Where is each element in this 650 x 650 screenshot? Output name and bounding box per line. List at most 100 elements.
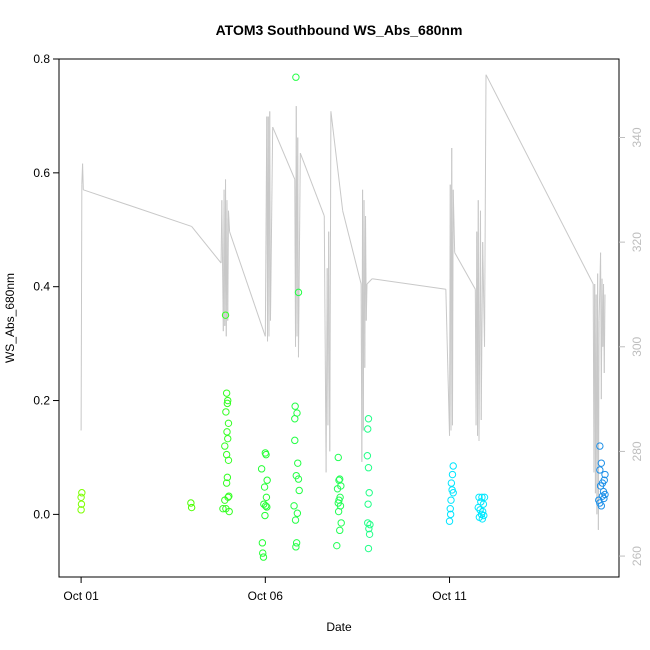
data-point (225, 492, 233, 500)
y-tick-label: 0.0 (33, 507, 50, 521)
data-point (223, 428, 231, 436)
secondary-series-segment (366, 278, 373, 285)
secondary-series-segment (297, 153, 301, 358)
data-point (478, 493, 486, 502)
secondary-series-segment (227, 210, 229, 321)
data-point (292, 73, 300, 81)
secondary-series-segment (365, 283, 368, 321)
y-tick-label: 0.4 (33, 280, 50, 294)
y-axis-right: 260 280 300 320 340 (619, 127, 644, 566)
x-tick-label: Oct 06 (248, 589, 284, 603)
data-point (261, 502, 270, 510)
data-point (294, 288, 303, 297)
data-point (334, 453, 342, 462)
data-point (478, 515, 487, 523)
x-axis-label: Date (326, 620, 352, 634)
data-point (333, 485, 342, 493)
secondary-series-segment (191, 226, 222, 264)
secondary-series-segment (603, 294, 606, 373)
right-y-tick-label: 320 (630, 232, 644, 252)
data-point (449, 489, 457, 497)
data-point (257, 465, 266, 473)
data-point (294, 475, 303, 483)
data-point (480, 493, 489, 502)
data-point (475, 493, 483, 502)
data-point (293, 509, 302, 517)
data-point (333, 541, 341, 550)
data-point (449, 462, 457, 470)
data-point (447, 496, 455, 504)
secondary-series-segment (484, 74, 487, 347)
right-y-tick-label: 340 (630, 127, 644, 147)
secondary-series-segment (480, 242, 484, 421)
data-point (222, 408, 230, 416)
secondary-series-segment (445, 289, 451, 436)
data-point (187, 499, 195, 507)
data-point (78, 489, 86, 497)
right-y-tick-label: 260 (630, 546, 644, 566)
y-tick-label: 0.2 (33, 394, 50, 408)
plot-frame (58, 58, 620, 578)
secondary-series-segment (485, 74, 594, 285)
data-point (77, 506, 85, 514)
secondary-series-segment (82, 163, 84, 190)
data-point (260, 483, 269, 491)
data-point (225, 507, 233, 516)
data-point (221, 311, 230, 319)
secondary-series-segment (272, 126, 296, 180)
data-point (480, 511, 488, 520)
data-point (224, 456, 233, 465)
data-point (447, 479, 456, 487)
data-point (224, 493, 232, 502)
data-point (259, 553, 268, 561)
data-point (601, 470, 609, 479)
x-tick-label: Oct 11 (432, 589, 467, 603)
secondary-series-segment (227, 210, 231, 232)
data-point (364, 544, 373, 553)
data-point (292, 543, 300, 551)
chart-title: ATOM3 Southbound WS_Abs_680nm (216, 22, 463, 38)
data-point (221, 442, 229, 450)
secondary-series-segment (269, 111, 271, 321)
data-point (290, 502, 298, 510)
data-point (365, 489, 373, 497)
data-point (448, 470, 457, 479)
data-point (291, 402, 299, 410)
secondary-series-segment (451, 189, 454, 426)
data-point (295, 486, 303, 495)
secondary-series-segment (452, 189, 456, 253)
data-point (597, 502, 606, 510)
data-point (262, 450, 270, 459)
data-point (263, 476, 271, 484)
secondary-series-segment (80, 184, 83, 431)
data-point (262, 493, 271, 502)
data-point (261, 511, 269, 520)
data-point (600, 494, 608, 503)
secondary-series-segment (299, 153, 325, 217)
data-point (597, 459, 606, 467)
data-point (291, 516, 300, 524)
secondary-series-segment (330, 111, 344, 211)
data-point (364, 425, 372, 433)
data-point (223, 473, 232, 482)
data-point (364, 464, 373, 472)
data-point (365, 530, 374, 539)
data-point (596, 482, 605, 490)
secondary-series-segment (597, 320, 600, 530)
data-point (337, 519, 345, 527)
data-point (224, 419, 233, 428)
data-point (258, 539, 267, 547)
data-point (263, 503, 271, 511)
data-point (292, 539, 301, 547)
y-tick-label: 0.8 (33, 52, 50, 66)
data-point (222, 479, 231, 487)
secondary-series-segment (269, 127, 274, 321)
y-axis-left: 0.0 0.2 0.4 0.6 0.8 (33, 52, 59, 521)
data-point (294, 459, 302, 467)
data-point (479, 500, 488, 508)
data-point (259, 549, 267, 557)
data-point (291, 415, 299, 423)
secondary-series-segment (83, 189, 192, 227)
right-y-tick-label: 300 (630, 336, 644, 356)
x-axis: Oct 01 Oct 06 Oct 11 (63, 577, 467, 603)
